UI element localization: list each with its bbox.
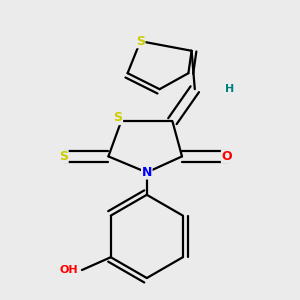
Text: N: N <box>142 166 152 179</box>
Text: S: S <box>113 112 122 124</box>
Text: S: S <box>136 35 145 48</box>
Text: S: S <box>59 150 68 163</box>
Text: H: H <box>225 84 235 94</box>
Text: O: O <box>221 150 232 163</box>
Text: OH: OH <box>60 265 79 275</box>
